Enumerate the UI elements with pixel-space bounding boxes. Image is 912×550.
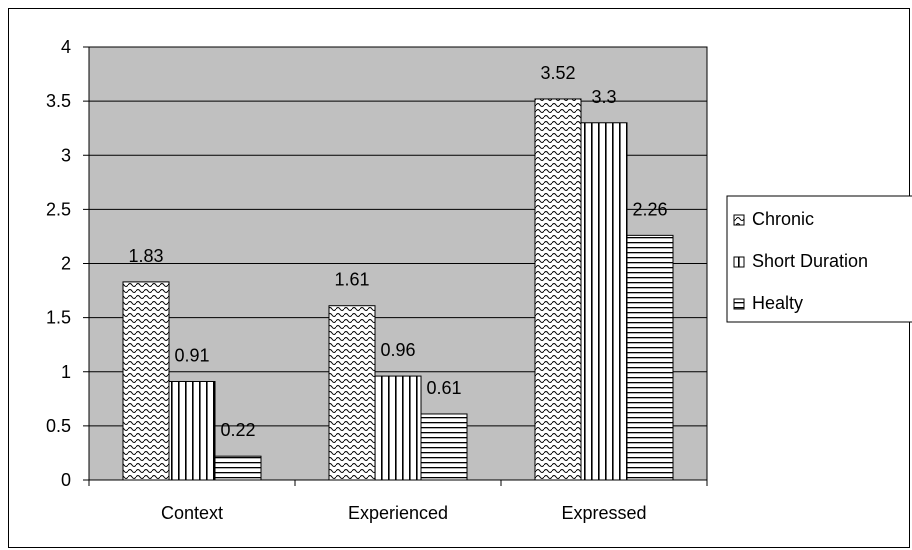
y-tick-label: 4 bbox=[61, 37, 71, 57]
bar bbox=[168, 380, 216, 481]
bar bbox=[580, 122, 628, 481]
bar bbox=[374, 375, 422, 481]
legend-swatch-healty bbox=[733, 298, 745, 310]
bar bbox=[122, 281, 170, 481]
y-tick-label: 1 bbox=[61, 362, 71, 382]
x-category-label: Experienced bbox=[348, 503, 448, 523]
x-category-label: Expressed bbox=[561, 503, 646, 523]
data-label: 3.52 bbox=[540, 63, 575, 83]
data-label: 0.96 bbox=[380, 340, 415, 360]
legend-label-healty: Healty bbox=[752, 293, 803, 313]
y-tick-label: 2.5 bbox=[46, 199, 71, 219]
legend-label-chronic: Chronic bbox=[752, 209, 814, 229]
data-label: 1.61 bbox=[334, 270, 369, 290]
legend-swatch-chronic bbox=[733, 214, 745, 226]
bar bbox=[534, 98, 582, 481]
y-tick-label: 2 bbox=[61, 254, 71, 274]
y-tick-label: 3.5 bbox=[46, 91, 71, 111]
data-label: 0.91 bbox=[174, 345, 209, 365]
x-category-label: Context bbox=[161, 503, 223, 523]
y-tick-label: 3 bbox=[61, 145, 71, 165]
bar bbox=[420, 413, 468, 481]
data-label: 1.83 bbox=[128, 246, 163, 266]
y-tick-label: 1.5 bbox=[46, 308, 71, 328]
bar bbox=[328, 305, 376, 481]
legend: Chronic Short Duration Healty bbox=[726, 195, 912, 323]
bars bbox=[122, 98, 674, 481]
legend-swatch-short-duration bbox=[733, 256, 745, 268]
y-tick-label: 0.5 bbox=[46, 416, 71, 436]
data-label: 0.61 bbox=[426, 378, 461, 398]
data-labels: 1.83 0.91 0.22 1.61 0.96 0.61 3.52 3.3 2.26 bbox=[128, 63, 667, 440]
bar bbox=[626, 234, 674, 481]
data-label: 0.22 bbox=[220, 420, 255, 440]
bar bbox=[214, 455, 262, 481]
x-axis: Context Experienced Expressed bbox=[88, 479, 708, 523]
legend-label-short-duration: Short Duration bbox=[752, 251, 868, 271]
data-label: 2.26 bbox=[632, 199, 667, 219]
y-tick-label: 0 bbox=[61, 470, 71, 490]
legend-box bbox=[726, 195, 912, 323]
data-label: 3.3 bbox=[591, 87, 616, 107]
y-axis: 0 0.5 1 1.5 2 2.5 3 3.5 4 bbox=[46, 37, 90, 490]
